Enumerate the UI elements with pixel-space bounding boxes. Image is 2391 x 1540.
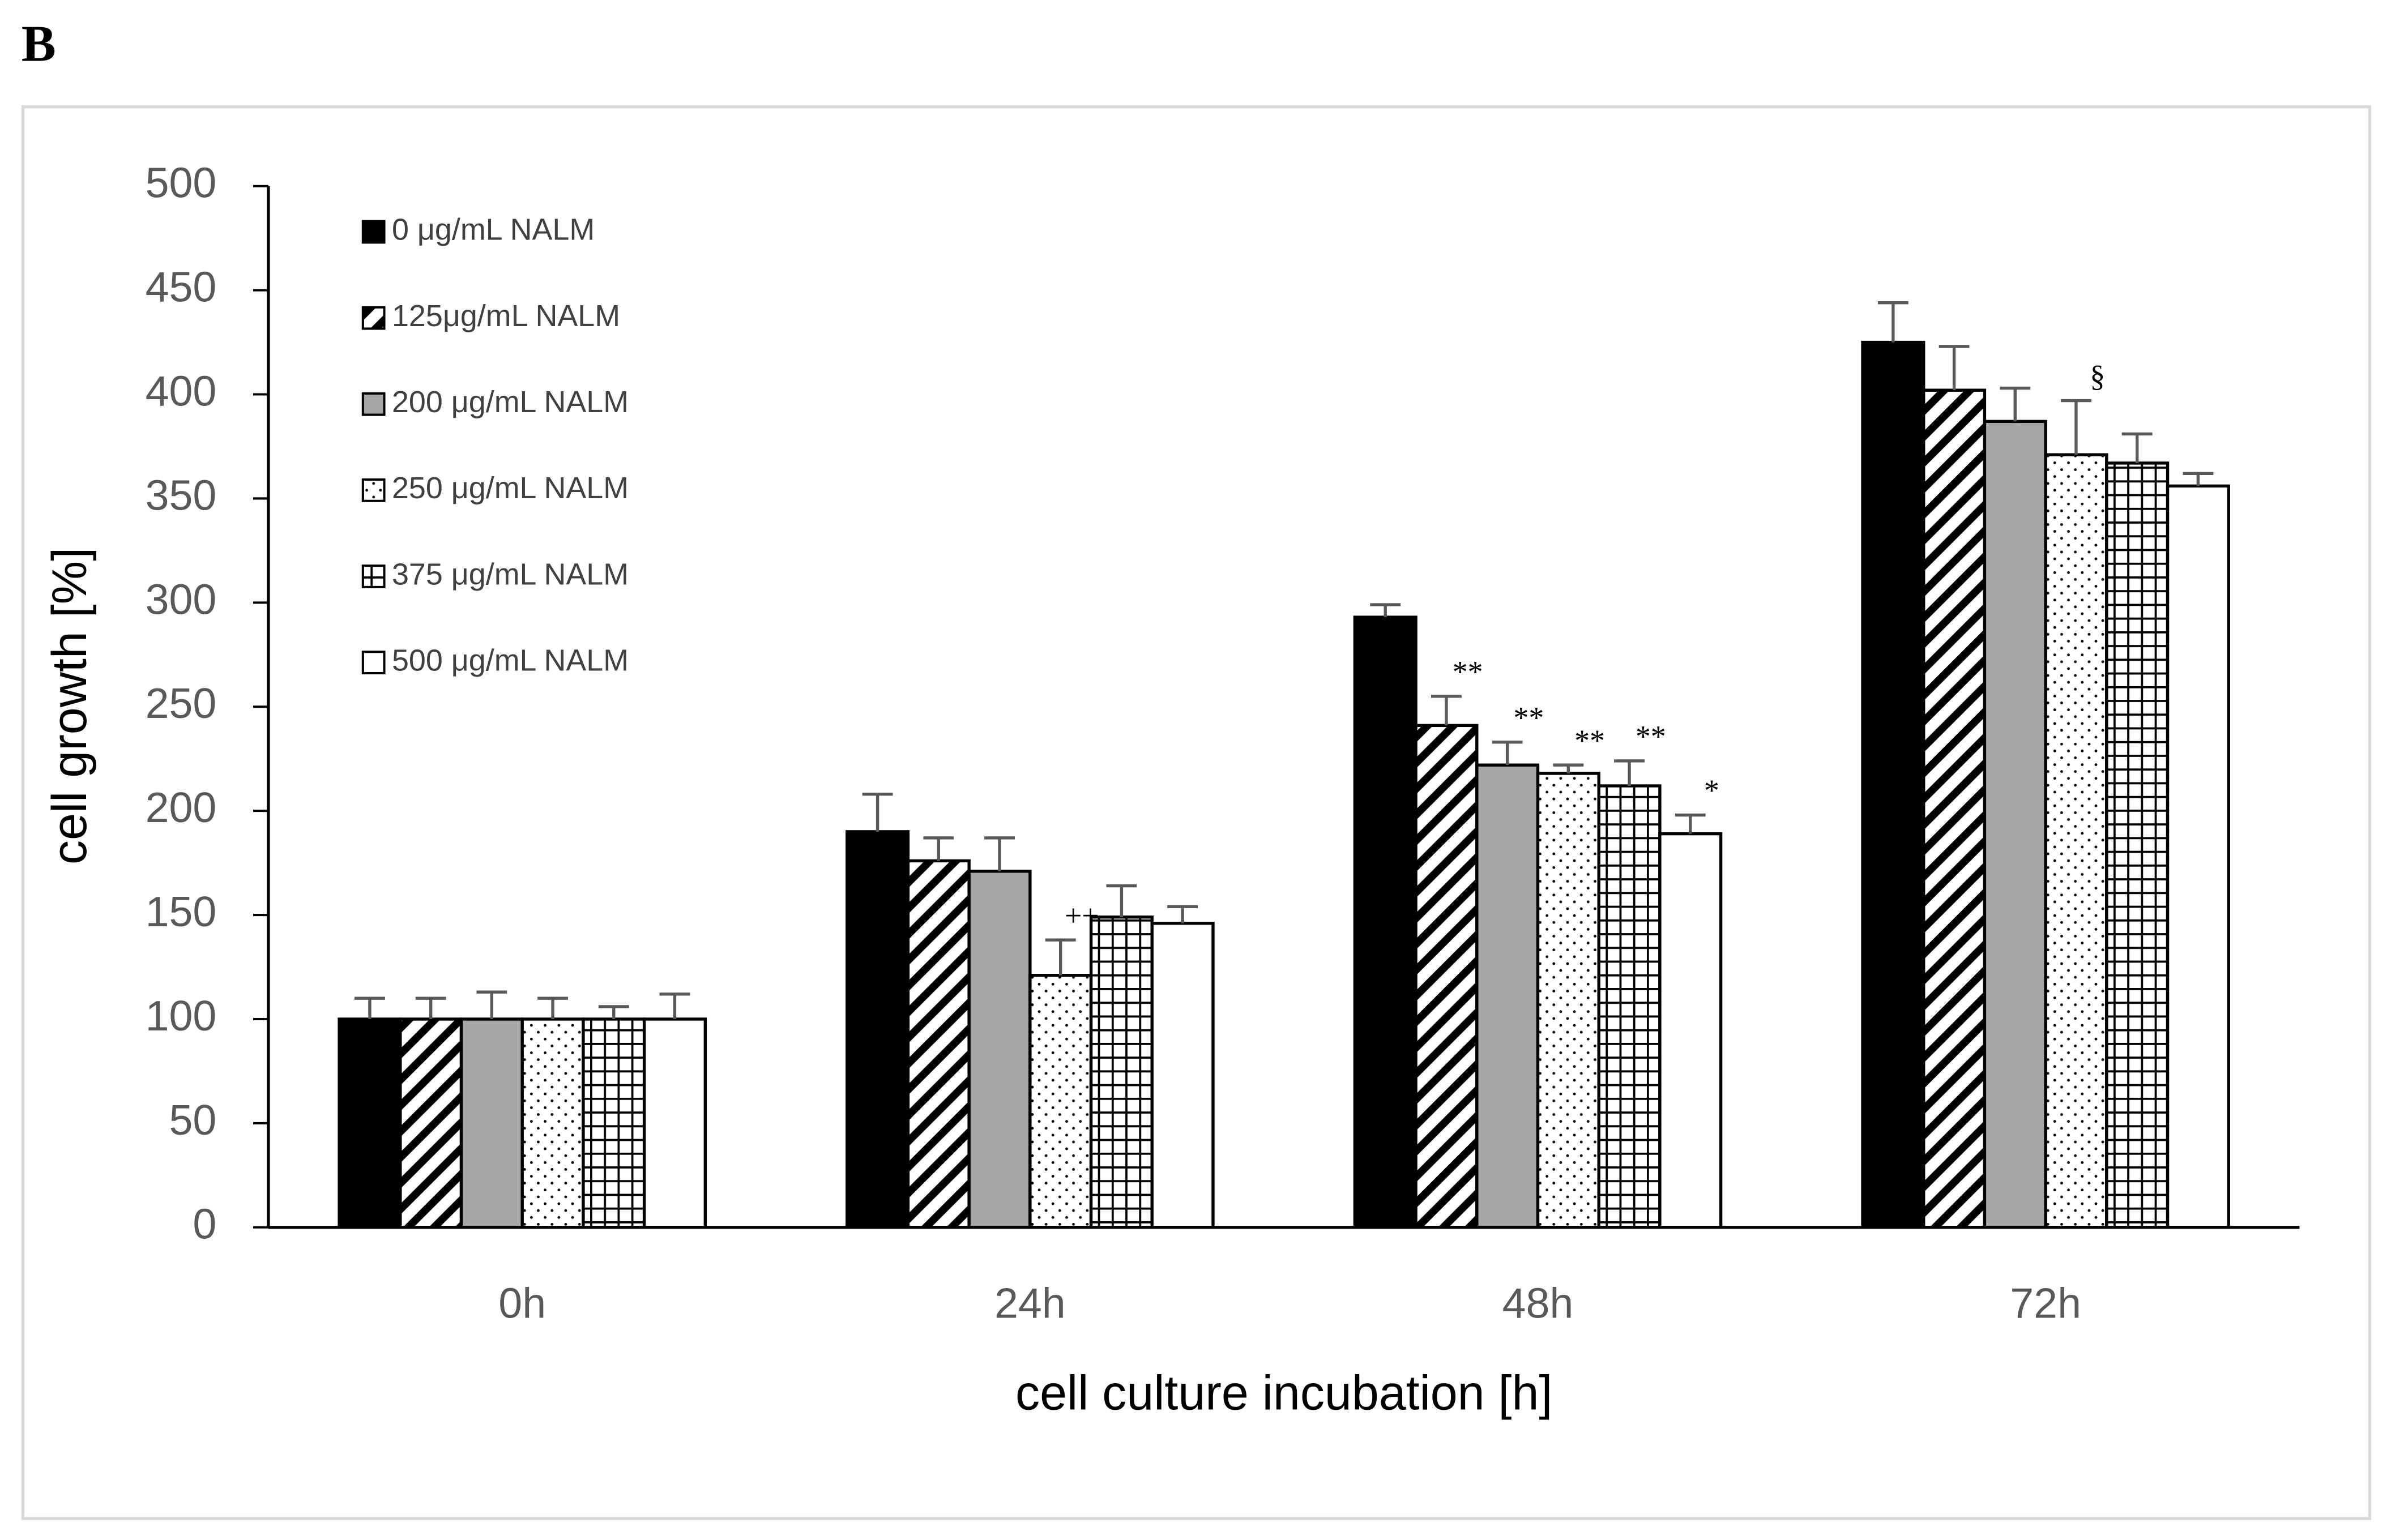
bar bbox=[2044, 453, 2108, 1229]
error-bar bbox=[598, 1005, 629, 1019]
bar bbox=[967, 870, 1032, 1229]
bar bbox=[2105, 461, 2170, 1229]
error-bar bbox=[1106, 884, 1137, 917]
legend-label: 250 μg/mL NALM bbox=[392, 471, 629, 505]
bar bbox=[1475, 763, 1540, 1229]
bar bbox=[1658, 832, 1723, 1229]
y-axis-title: cell growth [%] bbox=[42, 547, 97, 865]
bar bbox=[1861, 340, 1925, 1229]
bar bbox=[846, 830, 910, 1229]
error-bar bbox=[1045, 938, 1076, 976]
y-tick-label: 400 bbox=[146, 367, 217, 414]
error-bar bbox=[923, 836, 954, 861]
legend-label: 125μg/mL NALM bbox=[392, 299, 620, 333]
error-bar bbox=[537, 996, 568, 1019]
x-tick-label: 72h bbox=[2010, 1280, 2081, 1327]
y-tick-label: 300 bbox=[146, 575, 217, 623]
error-bar bbox=[1877, 301, 1908, 343]
error-bar bbox=[1614, 759, 1645, 786]
significance-mark: ** bbox=[1574, 724, 1605, 758]
legend-label: 0 μg/mL NALM bbox=[392, 213, 595, 247]
error-bar bbox=[1492, 741, 1523, 765]
legend-swatch bbox=[361, 564, 386, 588]
significance-mark: * bbox=[1704, 773, 1719, 807]
legend-swatch bbox=[361, 478, 386, 502]
significance-mark: ** bbox=[1453, 655, 1483, 689]
y-tick-label: 100 bbox=[146, 992, 217, 1040]
legend-swatch bbox=[361, 220, 386, 244]
legend-swatch bbox=[361, 306, 386, 330]
bar bbox=[399, 1017, 463, 1229]
significance-mark: ** bbox=[1513, 700, 1544, 734]
legend-label: 200 μg/mL NALM bbox=[392, 385, 629, 419]
error-bar bbox=[1675, 813, 1706, 834]
x-tick-label: 48h bbox=[1502, 1280, 1574, 1327]
bar bbox=[520, 1017, 585, 1229]
legend-swatch bbox=[361, 392, 386, 416]
error-bar bbox=[1167, 905, 1198, 923]
bar bbox=[1150, 922, 1215, 1229]
error-bar bbox=[1553, 763, 1584, 773]
error-bar bbox=[2121, 432, 2153, 463]
y-tick-label: 150 bbox=[146, 888, 217, 935]
bar bbox=[1414, 724, 1479, 1229]
bar bbox=[1089, 916, 1154, 1229]
error-bar bbox=[476, 990, 507, 1019]
legend-swatch bbox=[361, 651, 386, 675]
y-tick-label: 500 bbox=[146, 159, 217, 207]
significance-mark: ** bbox=[1636, 720, 1666, 754]
error-bar bbox=[862, 793, 893, 832]
bar bbox=[2166, 484, 2230, 1229]
y-tick-label: 450 bbox=[146, 263, 217, 311]
bar bbox=[1536, 772, 1600, 1229]
legend-label: 500 μg/mL NALM bbox=[392, 643, 629, 677]
y-tick-label: 350 bbox=[146, 471, 217, 519]
error-bar bbox=[2000, 386, 2031, 422]
bar bbox=[582, 1017, 646, 1229]
error-bar bbox=[1431, 695, 1462, 726]
x-tick-label: 0h bbox=[498, 1280, 546, 1327]
x-axis-title: cell culture incubation [h] bbox=[1015, 1366, 1552, 1420]
bar bbox=[1353, 615, 1417, 1229]
bar bbox=[1028, 974, 1093, 1229]
error-bar bbox=[355, 996, 385, 1019]
bar bbox=[1983, 420, 2047, 1229]
y-tick-label: 250 bbox=[146, 679, 217, 727]
bar bbox=[1922, 388, 1987, 1229]
error-bar bbox=[1939, 345, 1970, 391]
bar bbox=[642, 1017, 707, 1229]
error-bar bbox=[984, 836, 1015, 871]
error-bar bbox=[659, 993, 690, 1019]
bar bbox=[906, 859, 971, 1229]
y-tick-label: 0 bbox=[193, 1200, 216, 1248]
error-bar bbox=[2061, 399, 2091, 455]
significance-mark: § bbox=[2090, 359, 2105, 393]
legend-label: 375 μg/mL NALM bbox=[392, 557, 629, 591]
y-tick-label: 50 bbox=[169, 1096, 217, 1144]
error-bar bbox=[2183, 472, 2214, 486]
error-bar bbox=[1370, 603, 1401, 618]
y-tick-label: 200 bbox=[146, 784, 217, 831]
bar bbox=[338, 1017, 402, 1229]
frame bbox=[21, 105, 2371, 1520]
panel-label: B bbox=[22, 14, 56, 72]
bar bbox=[459, 1017, 524, 1229]
x-tick-label: 24h bbox=[994, 1280, 1066, 1327]
error-bar bbox=[415, 996, 446, 1019]
bar bbox=[1597, 784, 1662, 1229]
